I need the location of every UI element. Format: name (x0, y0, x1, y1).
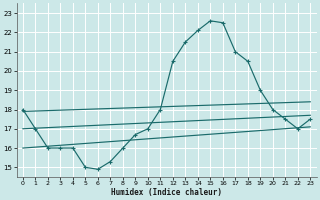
X-axis label: Humidex (Indice chaleur): Humidex (Indice chaleur) (111, 188, 222, 197)
